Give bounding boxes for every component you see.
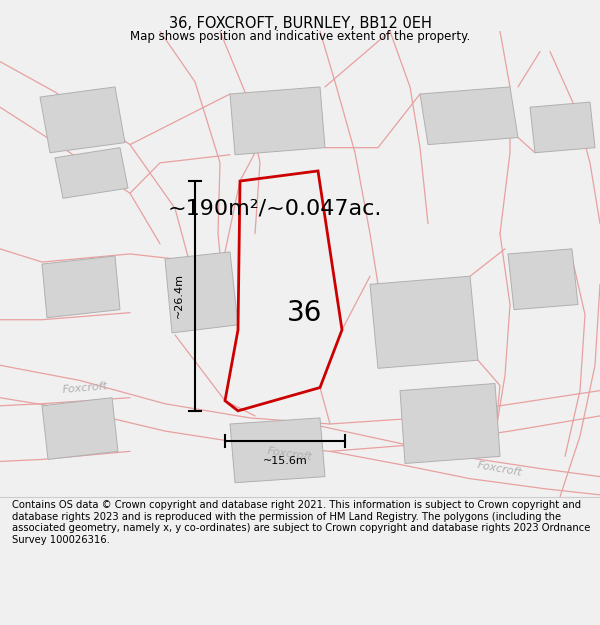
Polygon shape <box>508 249 578 309</box>
Polygon shape <box>420 87 518 144</box>
Polygon shape <box>40 87 125 152</box>
Polygon shape <box>165 252 238 333</box>
Polygon shape <box>400 384 500 464</box>
Polygon shape <box>55 148 128 198</box>
Text: Foxcroft: Foxcroft <box>477 459 523 478</box>
Text: Map shows position and indicative extent of the property.: Map shows position and indicative extent… <box>130 30 470 42</box>
Text: ~190m²/~0.047ac.: ~190m²/~0.047ac. <box>168 198 382 218</box>
Text: 36, FOXCROFT, BURNLEY, BB12 0EH: 36, FOXCROFT, BURNLEY, BB12 0EH <box>169 16 431 31</box>
Polygon shape <box>42 256 120 318</box>
Polygon shape <box>370 276 478 368</box>
Text: Contains OS data © Crown copyright and database right 2021. This information is : Contains OS data © Crown copyright and d… <box>12 500 590 545</box>
Polygon shape <box>230 87 325 155</box>
Text: 36: 36 <box>287 299 323 327</box>
Polygon shape <box>42 398 118 459</box>
Polygon shape <box>230 418 325 482</box>
Text: ~15.6m: ~15.6m <box>263 456 307 466</box>
Polygon shape <box>530 102 595 152</box>
Text: Foxcroft: Foxcroft <box>62 381 108 394</box>
Text: ~26.4m: ~26.4m <box>174 274 184 319</box>
Text: Foxcroft: Foxcroft <box>267 446 313 462</box>
